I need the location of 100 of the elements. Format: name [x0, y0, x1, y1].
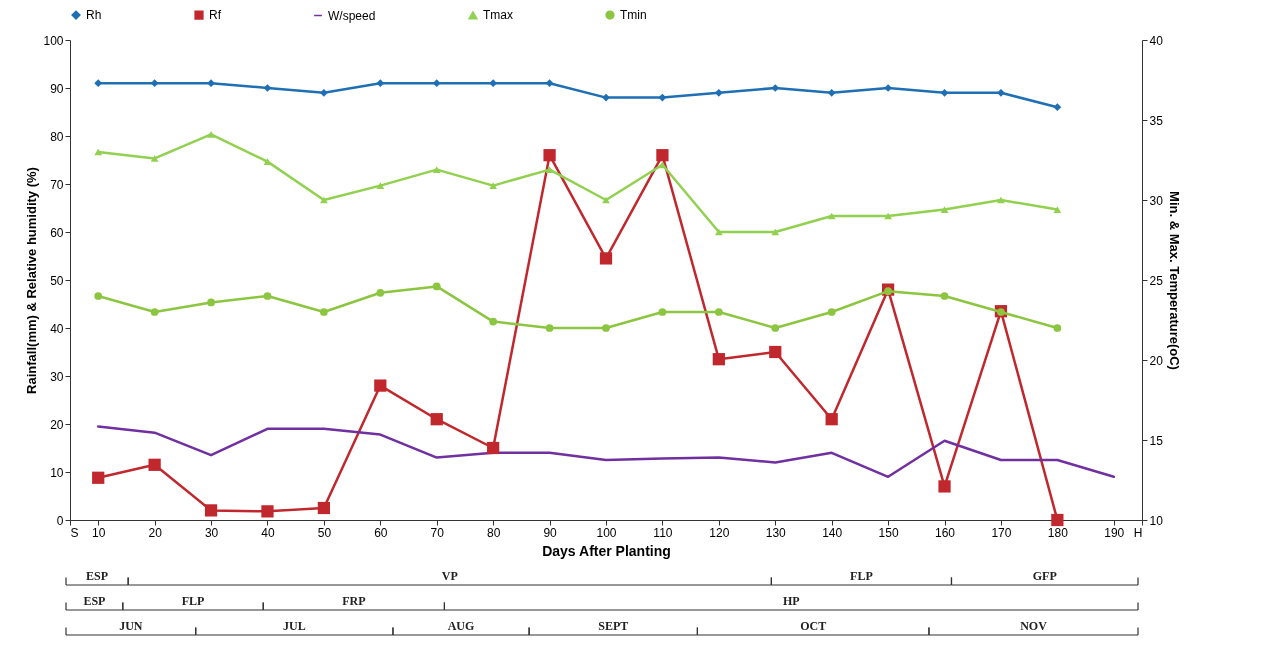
x-tick-label: 120	[709, 525, 730, 540]
point	[1053, 206, 1062, 213]
point	[432, 282, 441, 291]
point	[94, 79, 103, 88]
line-series	[96, 425, 1116, 479]
x-tick-label: 110	[653, 525, 673, 540]
x-tick-label: 10	[92, 525, 106, 540]
y2-tick-label: 20	[1149, 353, 1164, 368]
text: ESP	[83, 594, 106, 608]
point	[658, 161, 667, 169]
y2-tick-label: 40	[1149, 33, 1164, 48]
text: FRP	[342, 594, 366, 608]
x-tick-label: 60	[374, 525, 388, 540]
point	[150, 79, 159, 88]
point	[997, 88, 1005, 97]
text: ESP	[86, 569, 109, 583]
y2-tick-label: 30	[1149, 193, 1164, 208]
x-tick-label: 170	[991, 525, 1012, 540]
point	[148, 458, 161, 471]
x-tick-label: 20	[148, 525, 163, 540]
point	[769, 345, 782, 359]
point	[376, 79, 385, 88]
text: FLP	[850, 569, 873, 583]
x-tick-label: 80	[486, 525, 501, 540]
point	[430, 413, 443, 426]
y-tick-label: 100	[43, 33, 64, 48]
x-tick-label: H	[1133, 525, 1143, 540]
x-tick-label: S	[70, 525, 79, 540]
x-tick-label: 70	[430, 525, 445, 540]
point	[1053, 103, 1062, 112]
point	[658, 308, 667, 316]
x-tick-label: 40	[261, 525, 275, 540]
text: JUL	[283, 619, 306, 633]
legend-label: Tmax	[483, 8, 513, 23]
y2-tick-label: 25	[1149, 273, 1164, 288]
point	[374, 379, 387, 392]
text: GFP	[1032, 569, 1057, 583]
point	[543, 149, 556, 162]
x-tick-label: 190	[1104, 525, 1125, 540]
point	[376, 182, 385, 189]
point	[545, 166, 554, 173]
y-axis-title: Rainfall(mm) & Relative humidity (%)	[24, 167, 40, 394]
point	[602, 324, 610, 332]
y2-tick-label: 15	[1149, 433, 1164, 448]
point	[940, 292, 949, 300]
x-tick-label: 160	[935, 525, 956, 540]
point	[432, 79, 441, 88]
y-tick-label: 20	[50, 417, 64, 432]
point	[320, 308, 328, 316]
x-tick-label: 50	[317, 525, 332, 540]
point	[884, 287, 892, 296]
text: JUN	[119, 619, 143, 633]
x-tick-label: 130	[765, 525, 787, 540]
x-tick-label: 140	[822, 525, 843, 540]
x-tick-label: 30	[204, 525, 219, 540]
point	[204, 504, 218, 517]
y2-axis-title: Min. & Max. Temperature(oC)	[1166, 191, 1182, 370]
point	[825, 413, 838, 426]
point	[771, 324, 780, 332]
text: HP	[782, 594, 800, 608]
point	[658, 93, 667, 102]
point	[207, 79, 215, 88]
y-tick-label: 50	[50, 273, 64, 288]
point	[261, 505, 274, 518]
y-tick-label: 0	[56, 513, 64, 528]
point	[940, 206, 949, 213]
point	[263, 84, 272, 92]
point	[320, 88, 328, 97]
y-tick-label: 40	[50, 321, 64, 336]
text: VP	[441, 569, 458, 583]
text: OCT	[800, 619, 827, 633]
point	[938, 480, 951, 493]
legend-label: Rh	[86, 8, 102, 23]
x-tick-label: 150	[878, 525, 899, 540]
y-tick-label: 30	[50, 369, 64, 384]
point	[602, 93, 610, 102]
y-tick-label: 10	[50, 465, 64, 480]
legend-label: Rf	[209, 8, 222, 23]
x-tick-label: 90	[543, 525, 558, 540]
x-axis-title: Days After Planting	[542, 542, 671, 559]
y-tick-label: 90	[50, 81, 64, 96]
point	[317, 501, 331, 515]
point	[207, 131, 215, 138]
point	[545, 79, 554, 88]
x-tick-label: 100	[596, 525, 617, 540]
point	[94, 292, 103, 300]
point	[432, 166, 441, 173]
y-tick-label: 80	[50, 129, 64, 144]
text: SEPT	[598, 619, 629, 633]
point	[92, 471, 105, 484]
point	[263, 292, 272, 300]
y-tick-label: 60	[50, 225, 64, 240]
point	[827, 308, 836, 316]
y2-tick-label: 10	[1149, 513, 1164, 528]
text: AUG	[447, 619, 475, 633]
point	[940, 88, 949, 97]
text: FLP	[181, 594, 205, 608]
point	[487, 441, 500, 455]
point	[1051, 513, 1064, 527]
text: NOV	[1020, 619, 1048, 633]
